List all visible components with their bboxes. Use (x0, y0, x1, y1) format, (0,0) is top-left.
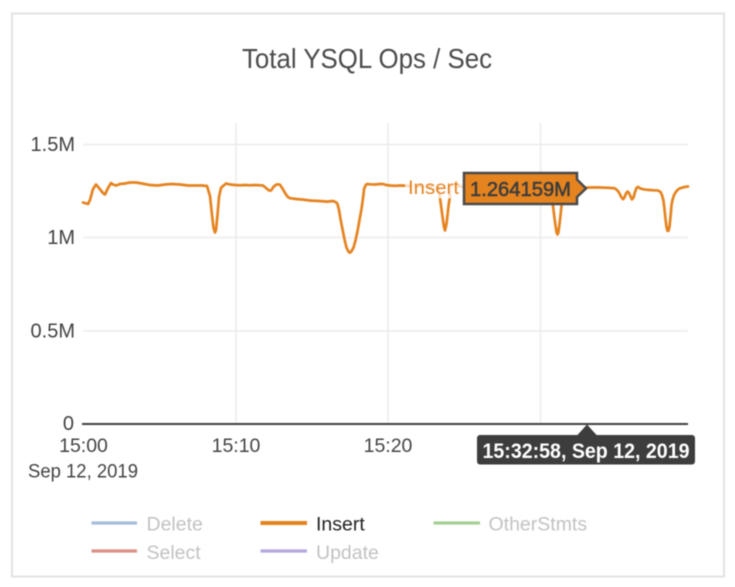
svg-text:OtherStmts: OtherStmts (489, 514, 588, 536)
svg-text:Total YSQL Ops / Sec: Total YSQL Ops / Sec (242, 43, 492, 74)
svg-text:1.5M: 1.5M (31, 134, 75, 156)
svg-text:1M: 1M (47, 227, 75, 249)
svg-text:15:32:58, Sep 12, 2019: 15:32:58, Sep 12, 2019 (483, 439, 690, 463)
svg-text:15:00: 15:00 (59, 435, 108, 457)
svg-text:Sep 12, 2019: Sep 12, 2019 (28, 461, 138, 483)
svg-text:15:20: 15:20 (364, 435, 413, 457)
svg-text:Select: Select (147, 542, 202, 564)
svg-text:Update: Update (316, 542, 379, 564)
svg-text:15:10: 15:10 (212, 435, 261, 457)
svg-text:Insert: Insert (316, 514, 365, 536)
svg-text:1.264159M: 1.264159M (470, 178, 571, 201)
svg-text:Delete: Delete (147, 514, 203, 536)
svg-text:0.5M: 0.5M (31, 321, 75, 343)
svg-text:Insert: Insert (408, 177, 460, 199)
svg-text:0: 0 (63, 413, 74, 435)
